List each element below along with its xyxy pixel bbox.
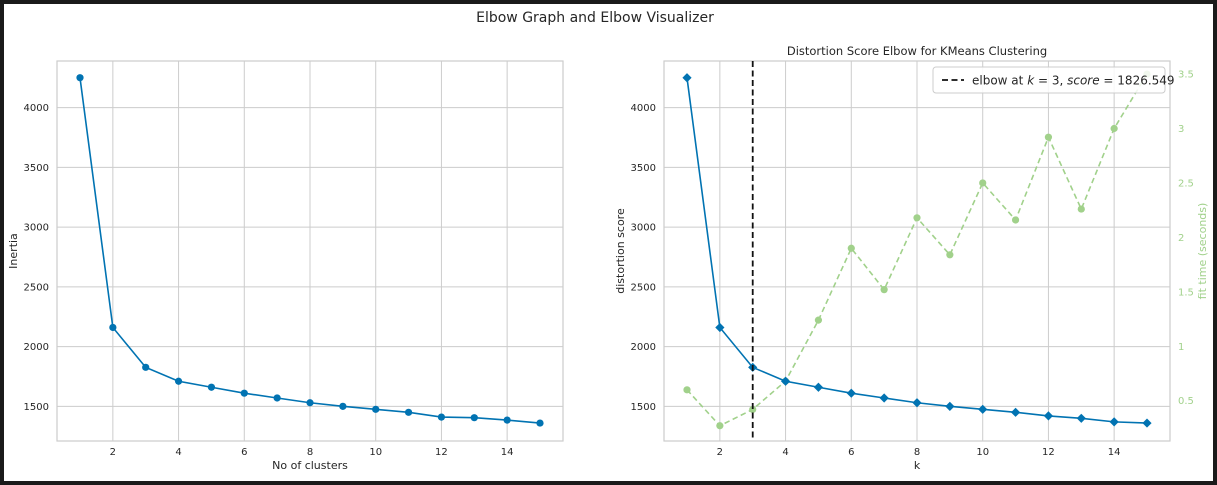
x-tick-label: 4 [782,447,788,458]
distortion-series-point [846,388,856,398]
y-right-tick-label: 1.5 [1178,287,1194,298]
y-right-tick-label: 2.5 [1178,178,1194,189]
fit-time-series-point [1110,124,1118,133]
x-tick-label: 6 [848,447,854,458]
inertia-series-point [470,414,478,422]
inertia-series-point [306,399,314,407]
y-right-tick-label: 2 [1178,233,1184,244]
y-tick-label: 3000 [631,223,656,234]
distortion-series-point [682,73,692,83]
x-tick-label: 12 [1042,447,1055,458]
x-tick-label: 14 [1108,447,1121,458]
inertia-series-point [142,363,150,371]
x-tick-label: 10 [369,447,382,458]
y-axis-label: distortion score [614,208,627,294]
fit-time-series-point [1077,205,1085,213]
y-tick-label: 2500 [631,282,656,293]
chart-title: Distortion Score Elbow for KMeans Cluste… [787,44,1047,58]
y-tick-label: 3500 [631,163,656,174]
plot-frame [663,60,1171,442]
inertia-series-point [273,394,281,402]
legend-label: elbow at k = 3, score = 1826.549 [972,73,1175,87]
x-axis-label: k [914,459,921,472]
y-tick-label: 4000 [631,103,656,114]
legend-label-part: score [1067,73,1100,87]
distortion-series-point [813,382,824,392]
y-tick-label: 2000 [24,342,49,353]
fit-time-series-point [880,286,888,294]
fit-time-series-point [749,405,757,414]
figure-suptitle: Elbow Graph and Elbow Visualizer [476,10,714,26]
x-tick-label: 2 [110,447,116,458]
y-axis-label: Inertia [7,233,20,269]
inertia-series-point [372,405,380,413]
inertia-series-point [503,416,511,424]
distortion-series-point [780,376,791,386]
right-chart: 2 4 6 8 10 12 14150020002500300035004000kdisto… [614,44,1209,472]
fit-time-series-point [683,386,691,394]
x-tick-label: 8 [914,447,920,458]
x-tick-label: 14 [501,447,514,458]
distortion-series-point [879,393,889,403]
distortion-series-point [945,401,955,411]
y-tick-label: 2500 [24,282,49,293]
inertia-series-point [437,413,446,421]
inertia-series-point [339,402,347,410]
left-chart: 2 4 6 8 10 12 14 1500 2000 2500 3000 3500 4000 No of … [7,60,564,472]
legend-label-part: = 3, [1034,73,1067,87]
fit-time-series-point [716,422,724,430]
y-tick-label: 1500 [24,402,49,413]
x-tick-label: 12 [435,447,448,458]
inertia-series-point [240,389,248,397]
y-right-tick-label: 0.5 [1178,396,1194,407]
x-tick-label: 4 [175,447,181,458]
inertia-series-point [404,408,413,416]
distortion-series-point [1043,411,1054,421]
inertia-series-point [76,74,84,82]
distortion-series-point [1076,413,1086,423]
y-right-tick-label: 1 [1178,342,1184,353]
x-tick-label: 10 [976,447,989,458]
plot-frame [56,60,564,442]
y-tick-label: 4000 [24,103,49,114]
inertia-series-point [536,419,544,427]
legend-label-part: = 1826.549 [1100,73,1175,87]
x-tick-label: 6 [241,447,247,458]
y-tick-label: 1500 [631,402,656,413]
y-right-tick-label: 3.5 [1178,70,1194,81]
distortion-series-point [978,404,988,414]
fit-time-series-point [979,179,987,187]
legend-box [932,66,1166,94]
distortion-series-point [715,322,725,333]
distortion-series-point [1142,418,1152,428]
fit-time-series-point [913,214,921,222]
distortion-series-point [1109,417,1119,427]
inertia-series-point [174,377,183,385]
legend-label-part: k [1027,73,1035,87]
y-tick-label: 3500 [24,163,49,174]
inertia-series-point [109,323,117,332]
legend-label-part: elbow at [972,73,1027,87]
distortion-series-point [912,398,922,408]
y-tick-label: 2000 [631,342,656,353]
fit-time-series-point [946,251,954,259]
x-axis-label: No of clusters [272,459,348,472]
x-tick-label: 2 [717,447,723,458]
chart-canvas: Elbow Graph and Elbow Visualizer 2 4 6 8 10 1… [7,10,1209,472]
y-tick-label: 3000 [24,223,49,234]
fit-time-series-point [814,316,823,324]
x-tick-label: 8 [307,447,313,458]
inertia-series-point [207,383,216,391]
fit-time-series-point [1011,216,1020,224]
figure: Elbow Graph and Elbow Visualizer 2 4 6 8 10 1… [4,4,1213,481]
distortion-series-point [1010,407,1021,417]
fit-time-series-point [847,244,855,252]
fit-time-series-point [1044,133,1053,141]
y-right-tick-label: 3 [1178,124,1184,135]
y-right-axis-label: fit time (seconds) [1196,203,1209,300]
